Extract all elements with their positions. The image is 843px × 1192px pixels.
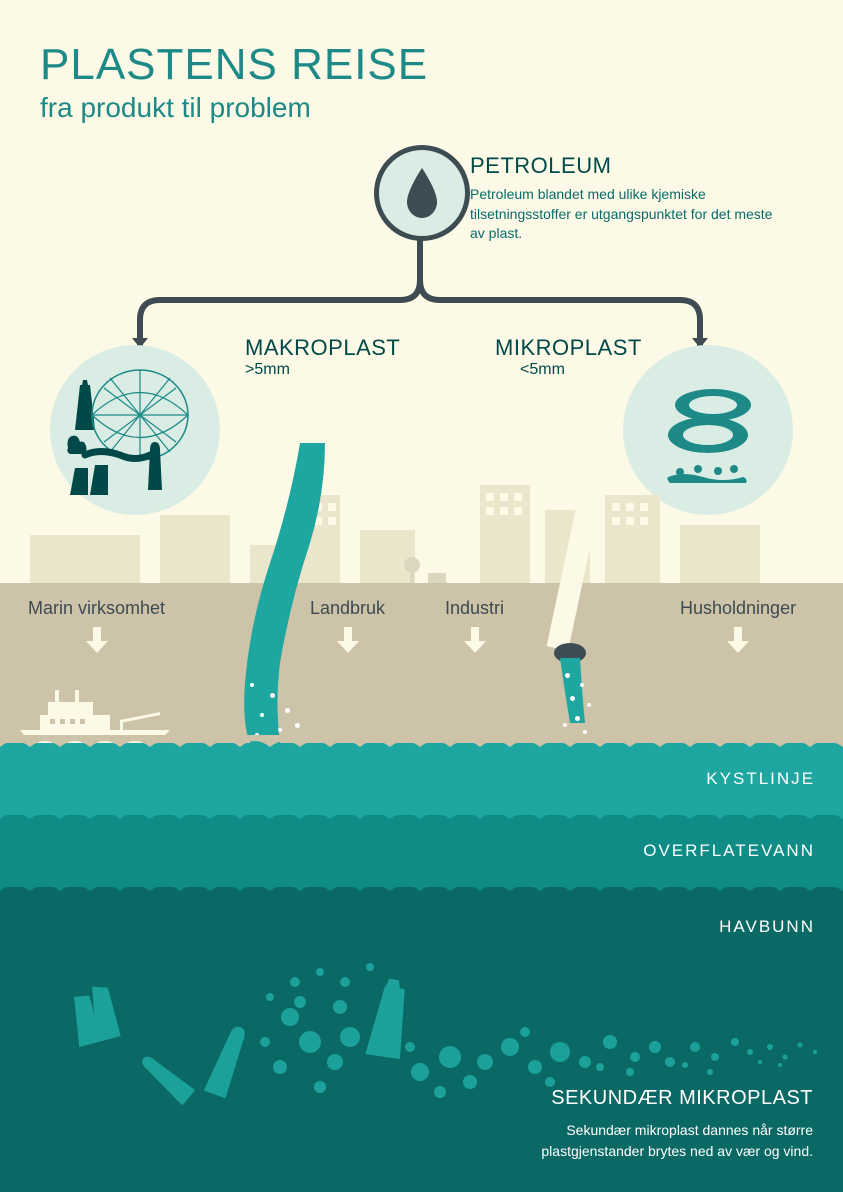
arrow-down-icon [86,627,108,653]
source-label: Marin virksomhet [28,598,165,619]
layer-label-havbunn: HAVBUNN [719,917,815,937]
layer-label-overflatevann: OVERFLATEVANN [643,841,815,861]
arrow-down-icon [727,627,749,653]
ocean-overflatevann: OVERFLATEVANN [0,815,843,887]
source-label: Husholdninger [680,598,796,619]
city-silhouette [0,455,843,585]
secondary-section: SEKUNDÆR MIKROPLAST Sekundær mikroplast … [523,1087,813,1162]
source-label: Industri [445,598,504,619]
source-husholdninger: Husholdninger [680,598,796,658]
wave-border [0,807,843,819]
petroleum-circle [374,145,470,241]
petroleum-text: PETROLEUM Petroleum blandet med ulike kj… [470,153,790,244]
wave-border [0,879,843,891]
source-industri: Industri [445,598,504,658]
subtitle: fra produkt til problem [40,92,803,124]
mikroplast-label: MIKROPLAST [495,335,642,361]
petroleum-section: PETROLEUM Petroleum blandet med ulike kj… [0,145,843,241]
petroleum-title: PETROLEUM [470,153,790,179]
petroleum-description: Petroleum blandet med ulike kjemiske til… [470,185,790,244]
ocean-havbunn: HAVBUNN SEKUNDÆR MIKROPLAST Sekundær m [0,887,843,1192]
sources-band: Marin virksomhet Landbruk Industri Husho… [0,583,843,743]
mikroplast-size: <5mm [520,361,565,379]
secondary-description: Sekundær mikroplast dannes når større pl… [523,1120,813,1162]
source-marin: Marin virksomhet [28,598,165,658]
header: PLASTENS REISE fra produkt til problem [0,0,843,134]
wave-border [0,735,843,747]
makroplast-size: >5mm [245,361,290,379]
drop-icon [403,168,441,218]
secondary-title: SEKUNDÆR MIKROPLAST [523,1087,813,1110]
arrow-down-icon [464,627,486,653]
makroplast-label: MAKROPLAST [245,335,400,361]
main-title: PLASTENS REISE [40,40,803,90]
layer-label-kystlinje: KYSTLINJE [706,769,815,789]
ocean-kystlinje: KYSTLINJE [0,743,843,815]
